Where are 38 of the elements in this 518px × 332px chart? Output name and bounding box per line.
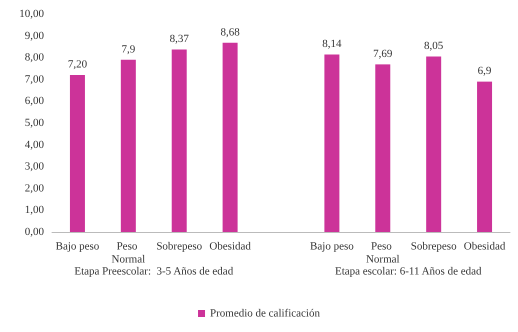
- x-tick-label: Bajo peso: [310, 240, 354, 252]
- y-tick-label: 3,00: [24, 160, 44, 173]
- x-tick-label: Obesidad: [464, 240, 506, 252]
- y-tick-label: 1,00: [24, 204, 44, 216]
- bar: [426, 56, 442, 232]
- data-label: 8,14: [322, 38, 342, 50]
- y-tick-label: 8,00: [24, 52, 44, 64]
- bar: [324, 54, 340, 232]
- y-tick-label: 5,00: [24, 117, 44, 129]
- bar: [120, 60, 136, 232]
- y-tick-label: 9,00: [24, 30, 44, 42]
- data-label: 8,68: [220, 26, 240, 38]
- data-label: 8,37: [170, 33, 190, 46]
- x-tick-label: Obesidad: [209, 240, 252, 252]
- bar: [477, 82, 492, 232]
- x-tick-label: Bajo peso: [56, 240, 100, 252]
- data-label: 7,20: [68, 58, 88, 71]
- y-tick-label: 2,00: [24, 182, 44, 194]
- y-tick-label: 4,00: [24, 138, 44, 151]
- data-label: 8,05: [424, 40, 444, 52]
- x-tick-label: Sobrepeso: [410, 240, 458, 252]
- x-tick-label: Sobrepeso: [156, 240, 203, 252]
- y-tick-label: 7,00: [24, 73, 44, 86]
- x-tick-label: Peso Normal: [366, 240, 400, 266]
- data-label: 6,9: [478, 65, 492, 78]
- data-label: 7,69: [373, 48, 393, 60]
- text: Etapa escolar: 6-11 Años de edad: [334, 266, 482, 278]
- bar: [375, 64, 390, 232]
- y-tick-label: 6,00: [24, 95, 44, 108]
- data-label: 7,9: [121, 43, 136, 56]
- bar: [70, 75, 85, 232]
- bar: [172, 50, 187, 232]
- y-tick-label: 10,00: [19, 8, 44, 20]
- legend-label: Promedio de calificación: [210, 308, 320, 320]
- x-tick-label: Peso Normal: [112, 240, 146, 266]
- bar: [222, 42, 238, 232]
- text: Etapa Preescolar: 3-5 Años de edad: [74, 266, 234, 278]
- y-tick-label: 0,00: [24, 226, 44, 238]
